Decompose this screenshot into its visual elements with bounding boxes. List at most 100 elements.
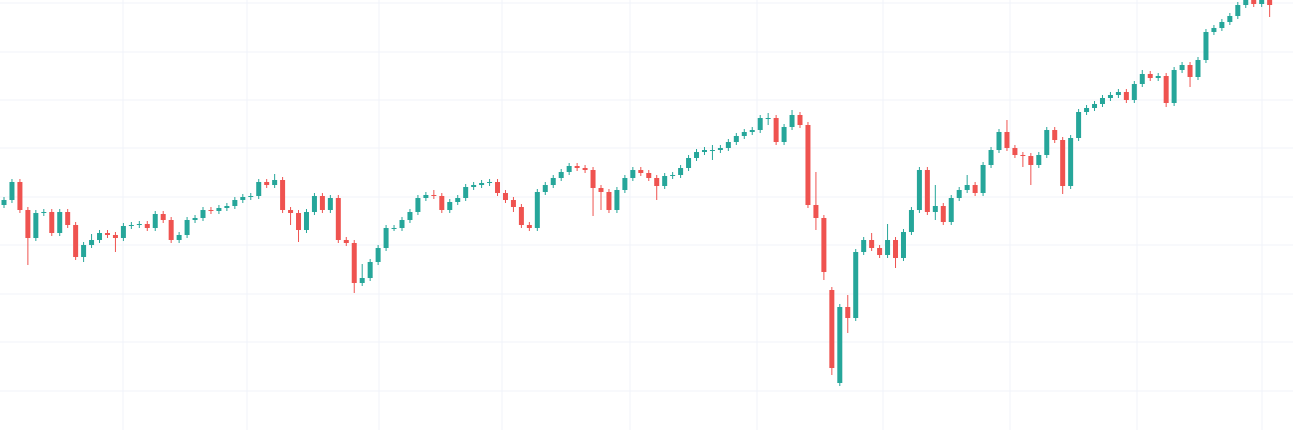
candle-body [1123,92,1129,100]
candle-body [264,182,270,185]
candle-body [439,196,445,210]
candle-body [1195,60,1201,77]
candle-body [391,228,397,229]
candle-body [805,125,811,205]
candle-body [351,243,357,283]
candle-body [670,175,676,176]
candle-body [327,198,333,210]
candle-body [550,178,556,185]
candle-body [988,150,994,165]
candle-body [837,307,843,383]
candle-body [136,224,142,225]
candle-body [479,183,485,185]
candle-body [73,225,79,257]
candle-body [383,228,389,248]
candle-body [208,210,214,211]
candle-body [765,118,771,119]
candle-body [1219,22,1225,28]
candle-body [813,205,819,218]
candle-body [9,182,15,200]
candle-body [120,226,126,238]
candle-body [1251,0,1257,4]
candle-body [248,196,254,197]
candle-body [487,182,493,183]
candle-body [1259,0,1265,4]
candle-body [1028,156,1034,165]
candle-body [725,142,731,148]
candle-body [773,118,779,142]
candle-body [335,198,341,240]
candle-body [128,225,134,226]
candle-body [662,176,668,186]
candle-body [694,152,700,158]
candle-body [741,132,747,136]
candle-body [789,115,795,127]
candle-body [97,233,103,240]
candle-body [184,220,190,235]
candle-body [1052,130,1058,140]
candle-body [1115,92,1121,95]
candle-body [415,198,421,212]
candle-body [797,115,803,125]
candle-body [940,206,946,222]
candle-body [1131,84,1137,100]
candle-body [89,240,95,245]
candle-body [582,168,588,170]
candle-body [1107,95,1113,98]
candle-body [749,130,755,132]
candle-body [240,197,246,200]
candle-body [781,127,787,142]
candle-body [224,206,230,208]
candle-body [1203,32,1209,60]
candle-body [885,240,891,255]
candle-body [877,248,883,255]
candle-body [821,218,827,272]
candle-body [614,190,620,210]
candle-body [359,278,365,283]
candle-body [1068,138,1074,186]
candle-body [924,170,930,212]
candle-body [463,187,469,198]
candle-body [280,180,286,210]
candle-body [654,178,660,186]
candle-body [272,180,278,185]
candle-body [1092,104,1098,108]
candle-body [566,166,572,172]
candle-body [972,185,978,193]
candle-body [964,185,970,190]
candle-body [1,200,7,205]
candle-body [1211,28,1217,32]
candle-body [343,240,349,243]
candle-body [471,185,477,187]
candle-body [1227,16,1233,22]
candle-body [1163,76,1169,103]
candle-body [980,165,986,193]
candle-body [502,193,508,200]
candle-body [861,240,867,252]
candle-body [423,195,429,198]
candle-body [853,252,859,318]
candle-body [701,150,707,152]
candle-body [431,195,437,196]
candle-body [1171,70,1177,103]
candle-body [956,190,962,198]
candle-body [526,225,532,228]
candle-body [1084,108,1090,112]
candle-body [908,210,914,232]
candle-body [288,210,294,213]
candle-body [510,200,516,207]
candle-body [932,206,938,212]
candle-body [1012,148,1018,155]
candle-body [160,214,166,220]
candle-body [367,262,373,278]
candle-body [1243,0,1249,5]
candle-body [41,212,47,213]
candle-body [606,192,612,210]
candle-body [638,170,644,173]
candle-body [893,240,899,258]
candle-body [1267,0,1273,5]
candle-body [192,218,198,220]
candle-body [1179,65,1185,70]
candle-body [558,172,564,178]
